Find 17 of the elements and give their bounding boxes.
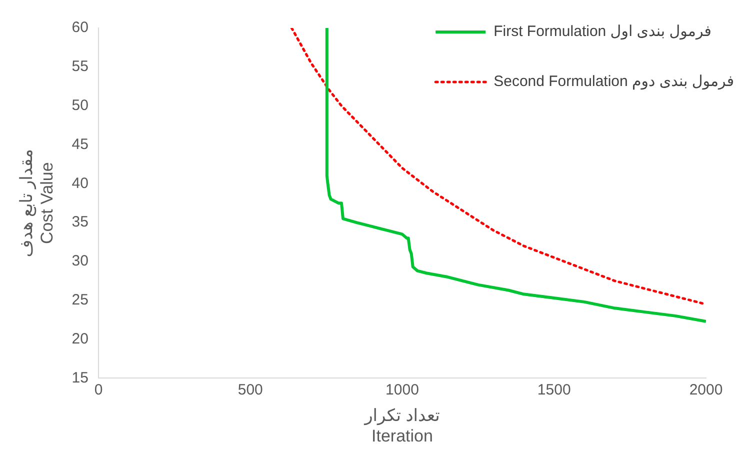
legend-label: Second Formulation فرمول بندی دوم bbox=[494, 73, 734, 90]
x-tick-label: 1500 bbox=[537, 381, 571, 398]
x-tick-label: 2000 bbox=[689, 381, 723, 398]
y-tick-label: 50 bbox=[72, 96, 88, 114]
y-tick-label: 35 bbox=[72, 214, 88, 231]
legend-label: First Formulation فرمول بندی اول bbox=[494, 23, 712, 40]
y-tick-label: 20 bbox=[72, 330, 88, 348]
y-tick-label: 60 bbox=[72, 19, 88, 36]
y-tick-label: 45 bbox=[72, 136, 88, 153]
x-tick-label: 0 bbox=[94, 381, 103, 398]
y-tick-label: 15 bbox=[72, 369, 88, 386]
x-tick-label: 1000 bbox=[386, 381, 419, 398]
y-tick-label: 30 bbox=[72, 252, 88, 270]
x-tick-label: 500 bbox=[238, 381, 263, 398]
y-tick-label: 25 bbox=[72, 292, 88, 309]
y-tick-label: 40 bbox=[72, 174, 88, 192]
y-tick-label: 55 bbox=[72, 58, 88, 76]
